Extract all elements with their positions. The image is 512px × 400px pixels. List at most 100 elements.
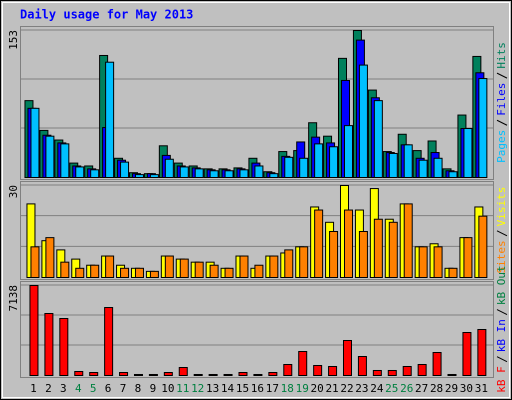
x-tick-label: 29 [445,382,458,395]
bar [314,209,324,279]
legend: kB F kB In kB Out [495,265,508,392]
bar [60,143,70,178]
bar [45,237,55,278]
bar [254,165,264,178]
bar [253,373,263,376]
bar [45,135,55,179]
x-tick-label: 18 [281,382,294,395]
legend-entry: Visits [495,187,508,227]
legend-separator [496,72,508,79]
bar [163,371,173,376]
x-tick-label: 21 [325,382,338,395]
bar [119,371,129,376]
bar [75,166,85,178]
x-tick-label: 24 [370,382,384,395]
bar [179,258,189,279]
bar [433,157,443,179]
legend-entry: kB F [495,366,508,393]
x-tick-label: 26 [400,382,413,395]
bar [342,339,352,376]
legend-entry: Files [495,83,508,116]
bar [164,255,174,278]
bar [433,246,443,278]
bar [477,329,487,377]
bar [388,152,398,178]
bar [224,170,234,178]
x-tick-label: 10 [161,382,174,395]
bar [59,317,69,377]
bar [447,373,457,376]
bar [478,78,488,178]
legend-text: Pages Files Hits [495,42,508,163]
x-tick-label: 5 [90,382,97,395]
bar [373,100,383,178]
bar [373,218,383,279]
y-tick-label: 30 [7,185,20,198]
bar [239,169,249,178]
bar [209,264,219,279]
bar [329,231,339,278]
bar [328,365,338,376]
bar [313,365,323,377]
bar [193,373,203,376]
bar [149,174,159,178]
x-tick-label: 30 [460,382,473,395]
bar [283,364,293,376]
bar [178,367,188,377]
bar [417,364,427,376]
bar [463,128,473,178]
bar [60,261,70,278]
x-tick-label: 6 [105,382,112,395]
bar [269,173,279,178]
bar [90,264,100,279]
bar [432,352,442,376]
bar [29,285,39,376]
x-tick-label: 31 [475,382,488,395]
x-tick-label: 22 [340,382,353,395]
bar [418,159,428,179]
x-tick-label: 4 [75,382,82,395]
x-tick-label: 1 [30,382,37,395]
bar [268,371,278,376]
bar [164,158,174,179]
bar [284,156,294,179]
x-tick-label: 2 [45,382,52,395]
x-tick-label: 3 [60,382,67,395]
bar [134,267,144,278]
bar [208,373,218,376]
bar [478,215,488,279]
x-tick-label: 28 [430,382,443,395]
bar [357,355,367,376]
y-tick-label: 7138 [7,285,20,312]
bar [90,169,100,178]
legend-separator [496,119,508,126]
bar [120,267,130,278]
legend-text: Sites Visits [495,187,508,274]
legend-text: kB F kB In kB Out [495,265,508,392]
bar [462,332,472,376]
bar [194,168,204,178]
bar [403,144,413,178]
bar [134,174,144,178]
legend-separator [496,356,508,363]
bar [75,267,85,278]
panel [20,281,494,378]
bar [105,61,115,179]
bar [448,267,458,278]
bar [269,255,279,278]
bar [133,373,143,376]
x-tick-label: 17 [266,382,279,395]
legend-entry: Pages [495,130,508,163]
bar [402,365,412,376]
x-tick-label: 20 [311,382,324,395]
bar [194,261,204,278]
bar [238,371,248,376]
x-tick-label: 19 [296,382,309,395]
legend-entry: Sites [495,240,508,273]
chart-title: Daily usage for May 2013 [20,8,193,22]
bar [74,371,84,377]
bar [30,246,40,278]
bar [148,373,158,376]
bar [254,264,264,279]
